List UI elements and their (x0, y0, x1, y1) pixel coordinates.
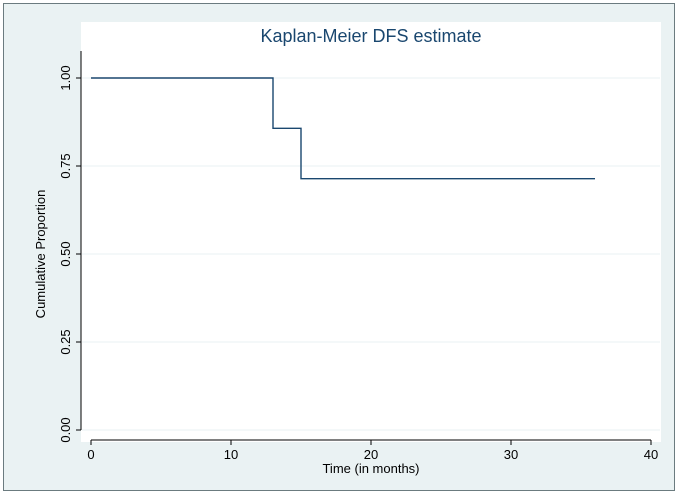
chart-title: Kaplan-Meier DFS estimate (260, 26, 481, 46)
survival-step-line (91, 77, 595, 180)
x-tick-label: 10 (224, 447, 238, 462)
x-tick-label: 20 (364, 447, 378, 462)
x-tick-label: 40 (644, 447, 658, 462)
x-axis-title: Time (in months) (322, 461, 419, 476)
y-tick-label: 1.00 (58, 65, 73, 90)
x-tick-label: 0 (87, 447, 94, 462)
plot-area (81, 22, 661, 442)
axis-ticks: 0.00 0.25 0.50 0.75 1.00 0 10 20 30 40 (58, 65, 658, 462)
y-tick-label: 0.00 (58, 417, 73, 442)
y-tick-label: 0.50 (58, 241, 73, 266)
y-axis-title: Cumulative Proportion (33, 190, 48, 319)
y-tick-label: 0.25 (58, 329, 73, 354)
x-tick-label: 30 (504, 447, 518, 462)
series-layer (91, 77, 595, 180)
km-chart: 0.00 0.25 0.50 0.75 1.00 0 10 20 30 40 Kaplan-Mei… (33, 22, 661, 476)
chart-frame: 0.00 0.25 0.50 0.75 1.00 0 10 20 30 40 Kaplan-Mei… (3, 3, 675, 491)
y-tick-label: 0.75 (58, 153, 73, 178)
